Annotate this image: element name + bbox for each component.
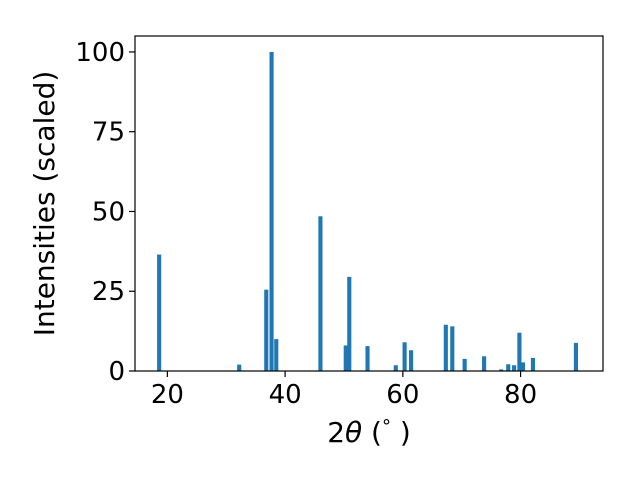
bar-14 bbox=[462, 358, 467, 371]
bar-12 bbox=[443, 324, 448, 371]
bars-layer bbox=[157, 51, 578, 371]
bar-0 bbox=[157, 254, 162, 371]
bar-7 bbox=[347, 276, 352, 371]
x-label-prefix: 2 bbox=[327, 416, 345, 449]
bar-15 bbox=[482, 356, 487, 371]
x-tick-label-3: 80 bbox=[504, 380, 537, 410]
bar-4 bbox=[274, 339, 279, 371]
x-tick-label-0: 20 bbox=[151, 380, 184, 410]
y-tick-label-1: 25 bbox=[92, 277, 125, 307]
bar-3 bbox=[269, 51, 274, 371]
bar-18 bbox=[512, 365, 517, 371]
x-axis-ticks: 20 40 60 80 bbox=[151, 371, 537, 410]
bar-17 bbox=[506, 364, 511, 371]
x-label-theta: θ bbox=[345, 416, 362, 449]
y-tick-label-2: 50 bbox=[92, 197, 125, 227]
x-tick-label-1: 40 bbox=[269, 380, 302, 410]
bar-13 bbox=[450, 326, 455, 371]
x-axis-label: 2θ (° ) bbox=[327, 416, 411, 449]
bar-11 bbox=[409, 350, 414, 371]
x-label-paren-open: ( bbox=[362, 416, 382, 449]
bar-1 bbox=[237, 364, 242, 371]
y-tick-label-0: 0 bbox=[108, 357, 125, 387]
bar-9 bbox=[393, 365, 398, 371]
bar-5 bbox=[318, 216, 323, 371]
bar-19 bbox=[517, 332, 522, 371]
y-tick-label-3: 75 bbox=[92, 118, 125, 148]
bar-20 bbox=[520, 362, 525, 371]
bar-21 bbox=[530, 357, 536, 371]
bar-22 bbox=[573, 342, 578, 371]
y-axis-ticks: 0 25 50 75 100 bbox=[75, 38, 135, 387]
x-label-paren-close: ) bbox=[391, 416, 411, 449]
bar-6 bbox=[343, 345, 348, 371]
x-tick-label-2: 60 bbox=[386, 380, 419, 410]
bar-16 bbox=[499, 369, 504, 371]
x-label-degree: ° bbox=[382, 416, 391, 437]
y-tick-label-4: 100 bbox=[75, 38, 125, 68]
bar-2 bbox=[264, 289, 269, 371]
plot-area-frame bbox=[134, 35, 604, 372]
y-axis-label: Intensities (scaled) bbox=[28, 71, 61, 337]
bar-8 bbox=[365, 346, 370, 371]
bar-10 bbox=[402, 342, 407, 371]
